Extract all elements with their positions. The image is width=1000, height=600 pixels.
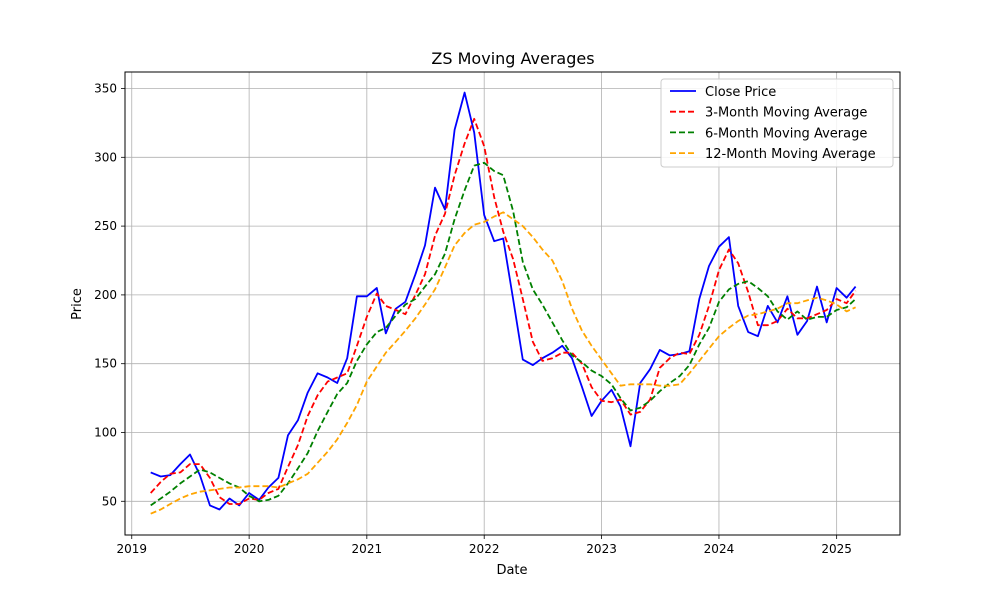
x-tick-label: 2021 (352, 542, 383, 556)
y-tick-label: 100 (94, 425, 117, 439)
series-line (150, 117, 857, 505)
x-axis-title: Date (496, 563, 527, 578)
chart-title: ZS Moving Averages (431, 49, 594, 68)
legend-label: Close Price (705, 85, 776, 100)
x-tick-label: 2023 (586, 542, 617, 556)
legend-label: 12-Month Moving Average (705, 147, 876, 162)
y-tick-label: 150 (94, 357, 117, 371)
y-tick-label: 50 (102, 494, 117, 508)
legend-entries: Close Price 3-Month Moving Average 6-Month… (670, 85, 876, 162)
x-tick-label: 2019 (116, 542, 147, 556)
y-tick-label: 350 (94, 82, 117, 96)
legend-label: 3-Month Moving Average (705, 106, 867, 121)
legend-label: 6-Month Moving Average (705, 126, 867, 141)
series-line (150, 91, 857, 511)
y-tick-label: 250 (94, 219, 117, 233)
x-tick-label: 2025 (821, 542, 852, 556)
series-line (150, 161, 857, 507)
x-tick-label: 2020 (234, 542, 265, 556)
axis-ticks: 2019 2020 2021 2022 2023 2024 2025 50 100 150 200 2… (94, 82, 852, 556)
series-line (150, 211, 856, 515)
y-axis-title: Price (70, 288, 85, 320)
x-tick-label: 2024 (704, 542, 735, 556)
plot-area-frame (124, 71, 901, 536)
x-tick-label: 2022 (469, 542, 500, 556)
legend: Close Price 3-Month Moving Average 6-Month… (660, 78, 894, 168)
legend-box (660, 78, 894, 168)
y-tick-label: 200 (94, 288, 117, 302)
series-lines (150, 91, 857, 515)
y-tick-label: 300 (94, 150, 117, 164)
